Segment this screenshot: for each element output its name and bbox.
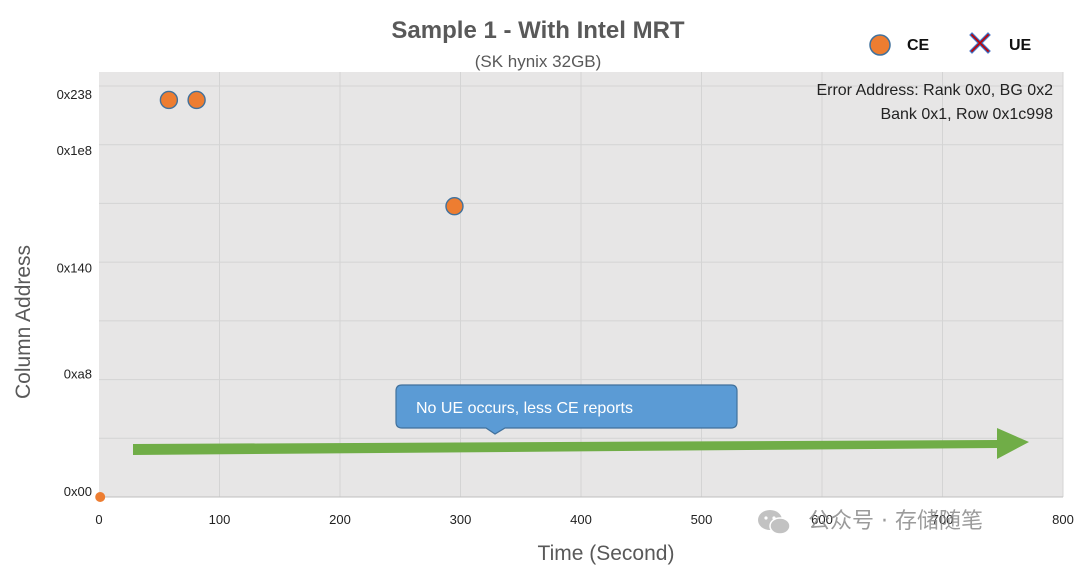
error-address-line1: Error Address: Rank 0x0, BG 0x2 (816, 82, 1053, 99)
legend-ce-label: CE (907, 37, 930, 54)
y-tick-labels: 0x00 0xa8 0x140 0x1e8 0x238 (57, 87, 92, 499)
y-tick-label-4: 0x238 (57, 87, 92, 102)
x-tick-label-6: 600 (811, 512, 833, 527)
ce-point-2 (445, 197, 464, 216)
y-tick-label-2: 0x140 (57, 260, 92, 275)
legend: CE UE (869, 32, 1032, 56)
x-tick-label-5: 500 (691, 512, 713, 527)
x-gridlines (219, 72, 1064, 497)
legend-ue-marker (969, 32, 991, 54)
legend-ue-label: UE (1009, 37, 1032, 54)
chart-title: Sample 1 - With Intel MRT (391, 17, 684, 44)
x-tick-label-3: 300 (450, 512, 472, 527)
y-gridlines (99, 85, 1063, 439)
ce-points (95, 90, 464, 502)
x-tick-label-0: 0 (95, 512, 102, 527)
legend-ce-marker (869, 34, 891, 56)
y-axis-label: Column Address (12, 245, 35, 399)
error-address-line2: Bank 0x1, Row 0x1c998 (880, 106, 1053, 123)
x-tick-labels: 0 100 200 300 400 500 600 700 800 (95, 512, 1073, 527)
wechat-icon (758, 510, 791, 535)
x-tick-label-1: 100 (209, 512, 231, 527)
x-tick-label-2: 200 (329, 512, 351, 527)
callout-text: No UE occurs, less CE reports (416, 400, 633, 417)
ce-point-0 (159, 90, 179, 110)
trend-arrow (133, 428, 1029, 459)
ce-point-1 (187, 90, 206, 110)
watermark: 公众号 · 存储随笔 (758, 509, 983, 535)
watermark-text: 公众号 · 存储随笔 (808, 509, 983, 534)
x-tick-label-7: 700 (932, 512, 954, 527)
callout: No UE occurs, less CE reports (395, 384, 738, 435)
y-tick-label-3: 0x1e8 (57, 143, 92, 158)
y-tick-label-1: 0xa8 (64, 367, 92, 382)
ce-point-3 (95, 492, 106, 502)
x-tick-label-4: 400 (570, 512, 592, 527)
x-tick-label-8: 800 (1052, 512, 1074, 527)
x-axis-label: Time (Second) (538, 542, 675, 565)
chart-subtitle: (SK hynix 32GB) (475, 52, 602, 71)
y-tick-label-0: 0x00 (64, 484, 92, 499)
